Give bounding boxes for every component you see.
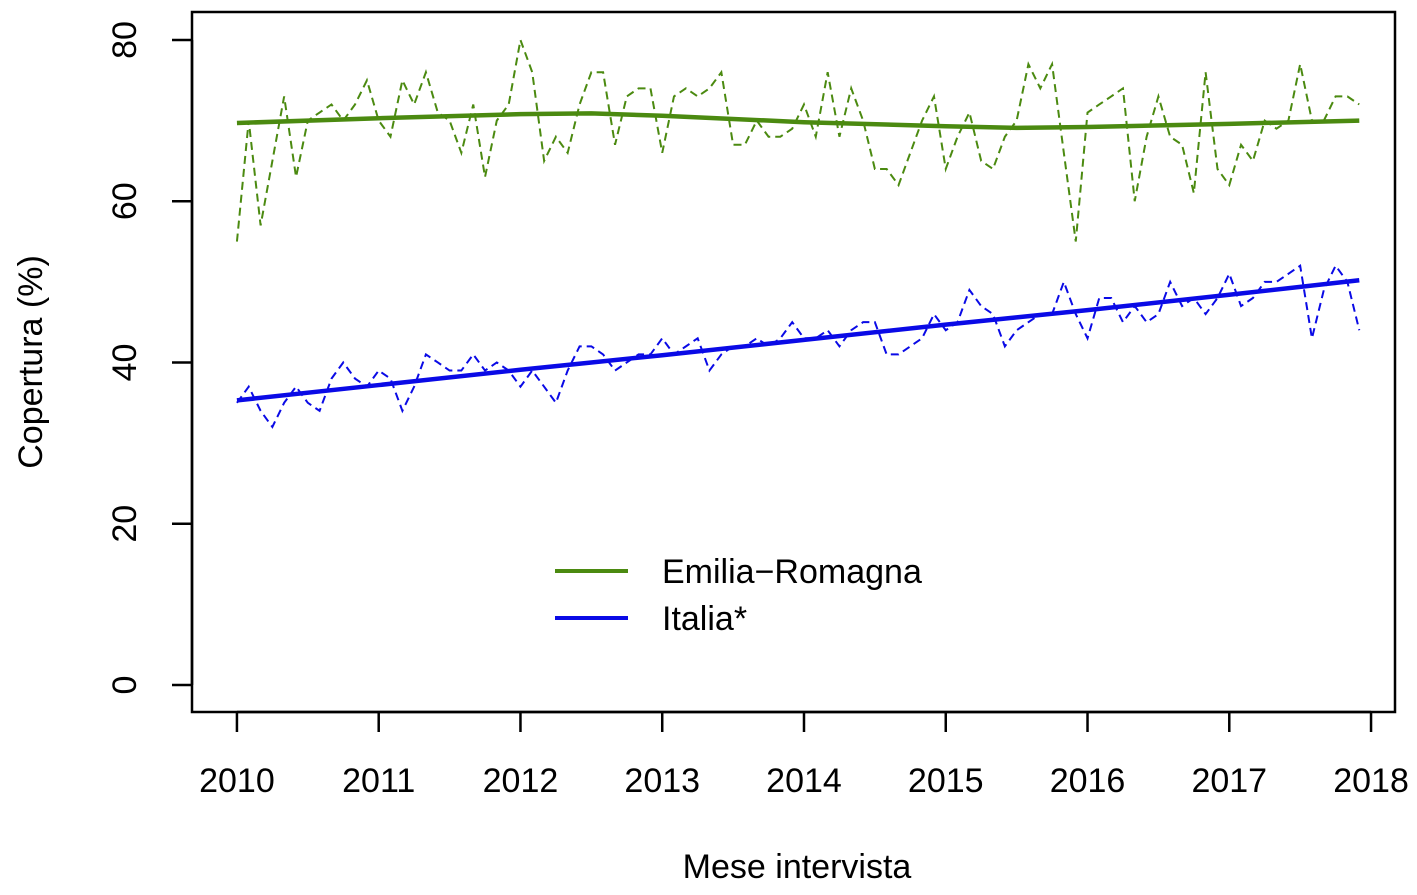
x-tick-label: 2018: [1333, 762, 1409, 800]
y-tick-label: 0: [106, 676, 144, 695]
x-tick-label: 2013: [624, 762, 700, 800]
x-tick-label: 2015: [908, 762, 984, 800]
monthly-line: [236, 263, 1361, 429]
x-tick-label: 2014: [766, 762, 842, 800]
x-tick-label: 2010: [199, 762, 275, 800]
y-tick-label: 60: [106, 182, 144, 220]
monthly-line: [235, 36, 1360, 242]
y-tick-label: 20: [106, 505, 144, 543]
x-tick-label: 2012: [483, 762, 559, 800]
legend-label: Italia*: [662, 600, 747, 638]
x-tick-label: 2016: [1050, 762, 1126, 800]
trend-line: [236, 111, 1360, 131]
y-tick-label: 40: [106, 344, 144, 382]
y-tick-label: 80: [106, 21, 144, 59]
y-axis-title: Copertura (%): [12, 255, 50, 469]
x-axis-title: Mese intervista: [683, 848, 912, 886]
legend-label: Emilia−Romagna: [662, 553, 922, 591]
trend-line: [236, 278, 1360, 403]
x-tick-label: 2017: [1191, 762, 1267, 800]
x-tick-label: 2011: [342, 762, 415, 800]
